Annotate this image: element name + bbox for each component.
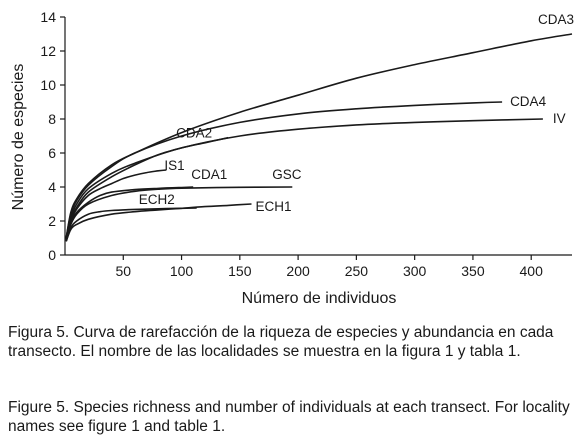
label-is1: IS1 [164, 158, 184, 173]
x-axis-label: Número de individuos [242, 290, 397, 307]
y-tick-label: 12 [40, 43, 56, 59]
label-cda2: CDA2 [176, 126, 212, 141]
x-tick-label: 350 [461, 263, 485, 279]
curve-is1 [65, 169, 167, 240]
label-gsc: GSC [272, 167, 302, 182]
curve-cda2 [65, 136, 229, 240]
caption-english: Figure 5. Species richness and number of… [8, 398, 574, 436]
y-tick-label: 0 [48, 247, 56, 263]
y-tick-label: 10 [40, 77, 56, 93]
curve-ech2 [65, 207, 197, 242]
x-tick-label: 100 [170, 263, 194, 279]
curves [65, 33, 573, 242]
curve-ech1 [65, 203, 252, 242]
y-axis-label: Número de especies [10, 64, 27, 211]
axes: 0 2 4 6 8 10 12 14 50 100 150 200 250 300 350 400 [40, 9, 572, 279]
y-tick-label: 14 [40, 9, 56, 25]
y-tick-label: 6 [48, 145, 56, 161]
caption-english-text: 5. Species richness and number of indivi… [8, 399, 570, 435]
x-tick-label: 50 [115, 263, 131, 279]
curve-cda4 [65, 101, 503, 239]
x-tick-label: 400 [520, 263, 544, 279]
y-tick-label: 4 [48, 179, 56, 195]
x-tick-label: 300 [403, 263, 427, 279]
label-ech1: ECH1 [255, 199, 291, 214]
caption-spanish: Figura 5. Curva de rarefacción de la riq… [8, 323, 574, 361]
series-labels: CDA3 CDA4 IV CDA2 IS1 CDA1 GSC ECH2 ECH1 [139, 12, 574, 214]
label-cda1: CDA1 [191, 167, 227, 182]
curve-gsc [65, 186, 293, 240]
y-tick-label: 2 [48, 213, 56, 229]
curve-iv [65, 118, 543, 240]
curve-cda3 [65, 33, 573, 239]
label-ech2: ECH2 [139, 192, 175, 207]
x-tick-label: 200 [286, 263, 310, 279]
x-tick-label: 250 [345, 263, 369, 279]
label-iv: IV [553, 111, 566, 126]
y-tick-label: 8 [48, 111, 56, 127]
label-cda3: CDA3 [538, 12, 574, 27]
caption-spanish-head: Figura [8, 324, 52, 341]
x-tick-label: 150 [228, 263, 252, 279]
caption-spanish-text: 5. Curva de rarefacción de la riqueza de… [8, 324, 554, 360]
caption-english-head: Figure [8, 399, 52, 416]
label-cda4: CDA4 [510, 94, 547, 109]
